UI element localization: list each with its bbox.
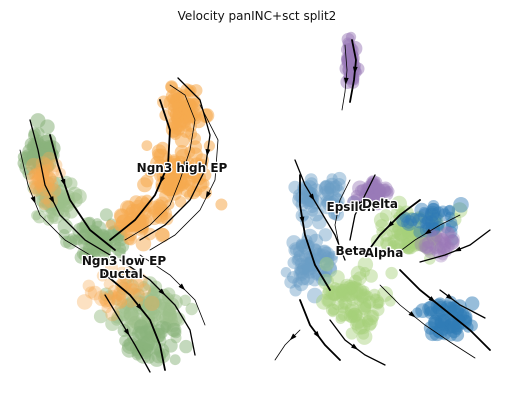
cell-point bbox=[186, 303, 198, 315]
cell-point bbox=[428, 200, 439, 211]
chart-title: Velocity panINC+sct split2 bbox=[178, 9, 337, 23]
cell-point bbox=[327, 285, 342, 300]
cell-point bbox=[445, 205, 455, 215]
cell-point bbox=[183, 105, 194, 116]
cell-point bbox=[319, 228, 332, 241]
cell-point bbox=[445, 318, 456, 329]
cluster-label-ngn3-low-ep: Ngn3 low EP bbox=[82, 254, 167, 268]
cell-point bbox=[419, 207, 430, 218]
cell-point bbox=[155, 347, 165, 357]
cell-point bbox=[170, 327, 181, 338]
cell-point bbox=[100, 208, 113, 221]
cell-point bbox=[336, 310, 348, 322]
cluster-label-delta: Delta bbox=[362, 197, 398, 211]
cell-point bbox=[362, 183, 373, 194]
cell-point bbox=[351, 266, 366, 281]
cell-point bbox=[60, 236, 72, 248]
cluster-label-ngn3-high-ep: Ngn3 high EP bbox=[137, 161, 228, 175]
cell-point bbox=[31, 210, 41, 220]
cell-point bbox=[319, 257, 333, 271]
cell-point bbox=[170, 354, 181, 365]
cell-point bbox=[347, 56, 360, 69]
cell-point bbox=[132, 346, 144, 358]
cell-point bbox=[144, 296, 159, 311]
cell-point bbox=[152, 149, 165, 162]
cell-point bbox=[40, 119, 55, 134]
cell-points bbox=[18, 32, 480, 367]
streamline-arrow bbox=[31, 196, 36, 204]
cell-point bbox=[466, 320, 478, 332]
cluster-label-beta: Beta bbox=[335, 244, 366, 258]
cell-point bbox=[30, 181, 43, 194]
cell-point bbox=[445, 235, 460, 250]
cell-point bbox=[419, 238, 434, 253]
cell-point bbox=[288, 242, 303, 257]
cell-point bbox=[385, 267, 397, 279]
cell-point bbox=[359, 303, 372, 316]
cell-point bbox=[184, 180, 195, 191]
cell-point bbox=[363, 291, 373, 301]
cell-point bbox=[142, 140, 153, 151]
cluster-label-alpha: Alpha bbox=[365, 246, 404, 260]
cell-point bbox=[424, 321, 437, 334]
cell-point bbox=[144, 353, 154, 363]
streamline bbox=[275, 330, 300, 360]
cell-point bbox=[284, 276, 297, 289]
cell-point bbox=[179, 340, 192, 353]
cell-point bbox=[170, 129, 181, 140]
cell-point bbox=[436, 304, 451, 319]
cell-point bbox=[141, 174, 154, 187]
cell-point bbox=[320, 180, 331, 191]
cell-point bbox=[451, 328, 465, 342]
cell-point bbox=[42, 133, 56, 147]
cell-point bbox=[365, 269, 378, 282]
cell-point bbox=[422, 301, 437, 316]
cell-point bbox=[339, 297, 352, 310]
cell-point bbox=[215, 199, 227, 211]
cluster-label-ductal: Ductal bbox=[99, 267, 143, 281]
cell-point bbox=[112, 292, 126, 306]
cell-point bbox=[170, 87, 182, 99]
cell-point bbox=[173, 102, 184, 113]
cell-point bbox=[453, 197, 469, 213]
